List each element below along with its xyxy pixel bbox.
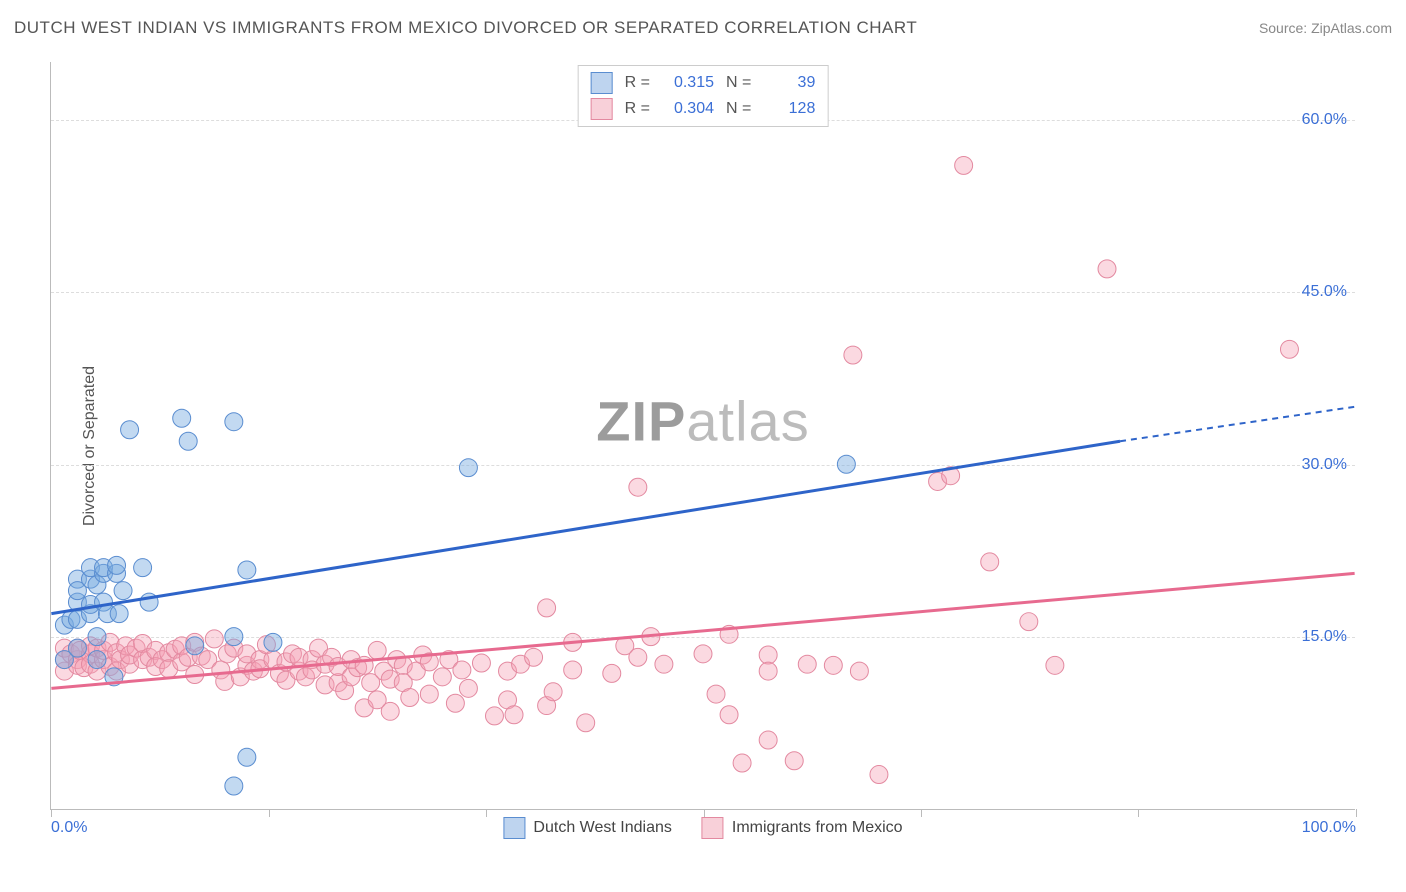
data-point — [707, 685, 725, 703]
data-point — [505, 706, 523, 724]
n-value-pink: 128 — [763, 100, 815, 118]
data-point — [238, 748, 256, 766]
data-point — [759, 646, 777, 664]
data-point — [837, 455, 855, 473]
data-point — [186, 637, 204, 655]
legend-item-pink: Immigrants from Mexico — [702, 817, 903, 839]
data-point — [433, 668, 451, 686]
data-point — [205, 630, 223, 648]
xtick — [486, 809, 487, 817]
data-point — [134, 559, 152, 577]
data-point — [1098, 260, 1116, 278]
xtick — [1138, 809, 1139, 817]
data-point — [981, 553, 999, 571]
data-point — [121, 421, 139, 439]
series-legend: Dutch West Indians Immigrants from Mexic… — [503, 817, 902, 839]
data-point — [720, 706, 738, 724]
swatch-blue — [591, 72, 613, 94]
data-point — [694, 645, 712, 663]
data-point — [381, 702, 399, 720]
data-point — [459, 679, 477, 697]
r-value-pink: 0.304 — [662, 100, 714, 118]
data-point — [733, 754, 751, 772]
swatch-blue-icon — [503, 817, 525, 839]
r-value-blue: 0.315 — [662, 74, 714, 92]
correlation-legend: R = 0.315 N = 39 R = 0.304 N = 128 — [578, 65, 829, 127]
data-point — [114, 582, 132, 600]
swatch-pink — [591, 98, 613, 120]
data-point — [564, 661, 582, 679]
data-point — [446, 694, 464, 712]
data-point — [544, 683, 562, 701]
data-point — [844, 346, 862, 364]
data-point — [225, 777, 243, 795]
xtick-label: 0.0% — [51, 819, 87, 837]
legend-row-pink: R = 0.304 N = 128 — [591, 96, 816, 122]
legend-item-blue: Dutch West Indians — [503, 817, 671, 839]
xtick — [921, 809, 922, 817]
data-point — [850, 662, 868, 680]
data-point — [798, 655, 816, 673]
data-point — [238, 561, 256, 579]
xtick — [1356, 809, 1357, 817]
data-point — [459, 459, 477, 477]
chart-title: DUTCH WEST INDIAN VS IMMIGRANTS FROM MEX… — [14, 18, 917, 38]
data-point — [485, 707, 503, 725]
data-point — [110, 605, 128, 623]
xtick — [51, 809, 52, 817]
source-label: Source: ZipAtlas.com — [1259, 20, 1392, 36]
data-point — [785, 752, 803, 770]
scatter-svg — [51, 62, 1355, 809]
data-point — [870, 766, 888, 784]
data-point — [420, 685, 438, 703]
xtick — [704, 809, 705, 817]
data-point — [173, 409, 191, 427]
trend-line — [1120, 407, 1355, 441]
data-point — [655, 655, 673, 673]
data-point — [1020, 613, 1038, 631]
data-point — [472, 654, 490, 672]
data-point — [603, 664, 621, 682]
data-point — [453, 661, 471, 679]
data-point — [216, 672, 234, 690]
data-point — [225, 628, 243, 646]
swatch-pink-icon — [702, 817, 724, 839]
xtick-label: 100.0% — [1302, 819, 1356, 837]
data-point — [368, 641, 386, 659]
data-point — [1280, 340, 1298, 358]
data-point — [1046, 656, 1064, 674]
data-point — [629, 478, 647, 496]
data-point — [824, 656, 842, 674]
data-point — [225, 413, 243, 431]
data-point — [577, 714, 595, 732]
data-point — [264, 633, 282, 651]
trend-line — [51, 441, 1120, 613]
chart-plot-area: ZIPatlas R = 0.315 N = 39 R = 0.304 N = … — [50, 62, 1355, 810]
data-point — [401, 689, 419, 707]
data-point — [759, 662, 777, 680]
data-point — [538, 599, 556, 617]
legend-row-blue: R = 0.315 N = 39 — [591, 70, 816, 96]
data-point — [108, 556, 126, 574]
data-point — [759, 731, 777, 749]
xtick — [269, 809, 270, 817]
data-point — [955, 156, 973, 174]
data-point — [525, 648, 543, 666]
data-point — [629, 648, 647, 666]
n-value-blue: 39 — [763, 74, 815, 92]
data-point — [88, 628, 106, 646]
data-point — [68, 639, 86, 657]
trend-line — [51, 573, 1354, 688]
data-point — [88, 651, 106, 669]
data-point — [179, 432, 197, 450]
